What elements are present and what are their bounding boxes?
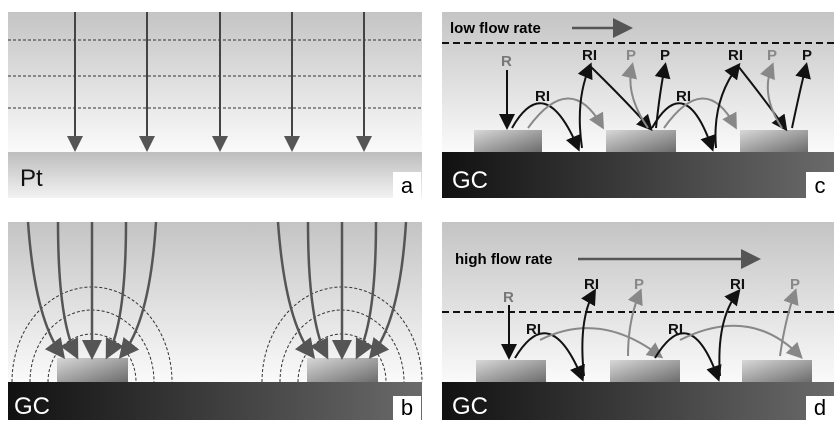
substrate-label: GC bbox=[452, 167, 488, 194]
species-label: P bbox=[626, 47, 636, 64]
species-label: RI bbox=[668, 321, 683, 338]
panel-c: low flow rate R RI P P RI RI P P RI GC bbox=[442, 12, 834, 198]
figure: Pt a GC b low flow rate bbox=[0, 0, 837, 426]
panel-label: a bbox=[401, 173, 414, 198]
species-label: RI bbox=[584, 276, 599, 293]
panel-d: high flow rate R RI P RI P RI RI GC d bbox=[442, 222, 834, 420]
species-label: RI bbox=[582, 47, 597, 64]
species-label: RI bbox=[728, 47, 743, 64]
substrate-label: GC bbox=[452, 393, 488, 420]
panel-a: Pt a bbox=[8, 12, 422, 198]
species-label: R bbox=[503, 289, 514, 306]
species-label: R bbox=[501, 53, 512, 70]
species-label: RI bbox=[526, 321, 541, 338]
species-label: RI bbox=[676, 88, 691, 105]
panel-label: d bbox=[814, 395, 826, 420]
species-label: RI bbox=[730, 276, 745, 293]
panel-b: GC b bbox=[8, 222, 422, 420]
species-label: P bbox=[660, 47, 670, 64]
panel-label: c bbox=[815, 173, 826, 198]
flow-label: high flow rate bbox=[455, 251, 553, 268]
substrate-label: Pt bbox=[20, 165, 43, 192]
species-label: P bbox=[767, 47, 777, 64]
species-label: P bbox=[790, 276, 800, 293]
flow-label: low flow rate bbox=[450, 20, 541, 37]
panel-label: b bbox=[401, 395, 413, 420]
species-label: RI bbox=[535, 88, 550, 105]
species-label: P bbox=[802, 47, 812, 64]
species-label: P bbox=[634, 276, 644, 293]
substrate-label: GC bbox=[14, 393, 50, 420]
